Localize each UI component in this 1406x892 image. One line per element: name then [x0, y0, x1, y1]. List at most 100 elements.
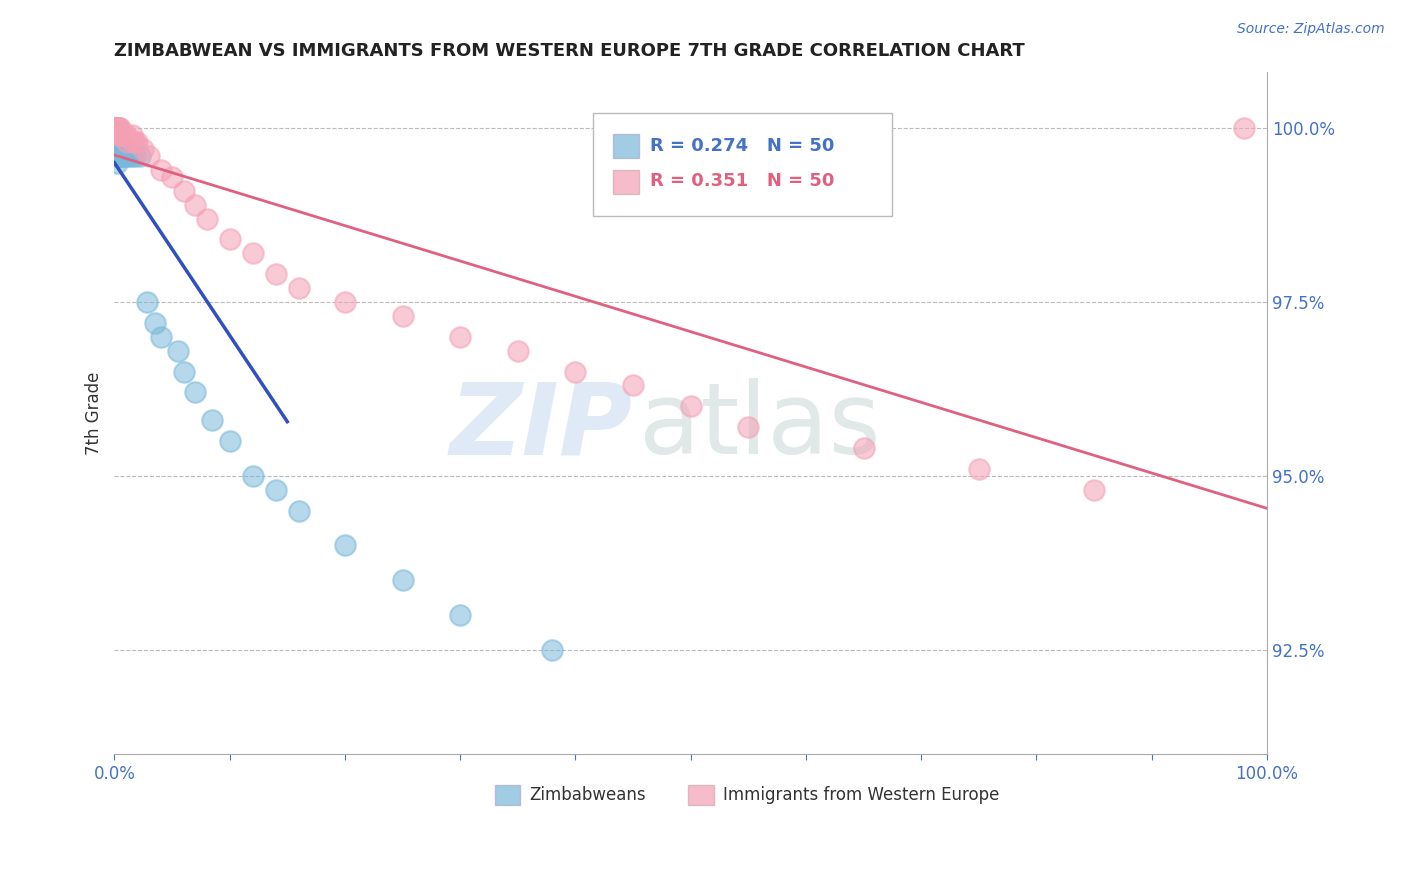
Point [121, 149, 143, 163]
Point [108, 135, 131, 149]
Point [121, 128, 143, 142]
Point [166, 343, 188, 358]
Text: ZIP: ZIP [450, 378, 633, 475]
Point [105, 149, 128, 163]
Point [115, 128, 138, 142]
Point [852, 441, 875, 455]
FancyBboxPatch shape [593, 113, 893, 216]
Point [107, 121, 129, 136]
Point [391, 573, 413, 587]
Point [967, 462, 990, 476]
Point [449, 330, 471, 344]
Point [173, 184, 195, 198]
Point [541, 642, 564, 657]
Point [110, 128, 132, 142]
Point [124, 149, 146, 163]
Point [264, 267, 287, 281]
Point [149, 162, 172, 177]
Point [105, 121, 128, 136]
Point [143, 316, 166, 330]
Point [107, 149, 129, 163]
Point [108, 142, 131, 156]
Text: atlas: atlas [638, 378, 880, 475]
Point [115, 135, 138, 149]
Point [121, 135, 143, 149]
Point [506, 343, 529, 358]
Point [107, 121, 129, 136]
Point [288, 503, 311, 517]
Point [108, 128, 131, 142]
Point [111, 128, 134, 142]
Point [105, 135, 128, 149]
Point [132, 142, 155, 156]
Text: ZIMBABWEAN VS IMMIGRANTS FROM WESTERN EUROPE 7TH GRADE CORRELATION CHART: ZIMBABWEAN VS IMMIGRANTS FROM WESTERN EU… [114, 42, 1025, 60]
Point [108, 149, 131, 163]
Point [111, 142, 134, 156]
Point [108, 121, 131, 136]
Point [108, 142, 131, 156]
Point [108, 121, 131, 136]
Point [105, 121, 128, 136]
Point [107, 135, 129, 149]
Text: R = 0.274   N = 50: R = 0.274 N = 50 [651, 137, 835, 155]
Point [112, 149, 135, 163]
Text: Source: ZipAtlas.com: Source: ZipAtlas.com [1237, 22, 1385, 37]
Point [105, 128, 128, 142]
Point [105, 121, 128, 136]
Point [391, 309, 413, 323]
Point [107, 149, 129, 163]
Point [110, 149, 132, 163]
Point [128, 149, 150, 163]
Point [124, 135, 146, 149]
Point [115, 149, 138, 163]
Point [111, 149, 134, 163]
Y-axis label: 7th Grade: 7th Grade [86, 372, 103, 455]
Point [1083, 483, 1105, 497]
Point [105, 156, 128, 170]
Point [449, 607, 471, 622]
Point [218, 232, 240, 246]
Text: Zimbabweans: Zimbabweans [529, 786, 645, 804]
Point [242, 468, 264, 483]
Point [107, 121, 129, 136]
Point [108, 128, 131, 142]
Point [1233, 121, 1256, 136]
Point [333, 538, 356, 552]
Point [108, 128, 131, 142]
Point [105, 142, 128, 156]
Point [108, 135, 131, 149]
Point [107, 135, 129, 149]
Text: R = 0.351   N = 50: R = 0.351 N = 50 [651, 172, 835, 191]
Point [621, 378, 644, 392]
Point [218, 434, 240, 449]
Point [107, 121, 129, 136]
Point [184, 385, 207, 400]
Point [195, 211, 218, 226]
Point [105, 128, 128, 142]
Point [564, 365, 586, 379]
Point [115, 142, 138, 156]
Point [333, 295, 356, 310]
Point [107, 142, 129, 156]
Point [105, 121, 128, 136]
FancyBboxPatch shape [613, 134, 638, 158]
Point [107, 128, 129, 142]
Point [679, 400, 702, 414]
Point [105, 142, 128, 156]
Point [138, 149, 160, 163]
Point [184, 197, 207, 211]
FancyBboxPatch shape [613, 169, 638, 194]
Point [105, 121, 128, 136]
Point [107, 128, 129, 142]
Point [135, 295, 157, 310]
Text: Immigrants from Western Europe: Immigrants from Western Europe [723, 786, 1000, 804]
Point [105, 121, 128, 136]
Point [173, 365, 195, 379]
Point [105, 121, 128, 136]
Point [127, 135, 149, 149]
Point [110, 142, 132, 156]
Point [108, 142, 131, 156]
Point [105, 121, 128, 136]
FancyBboxPatch shape [495, 785, 520, 805]
Point [242, 246, 264, 260]
